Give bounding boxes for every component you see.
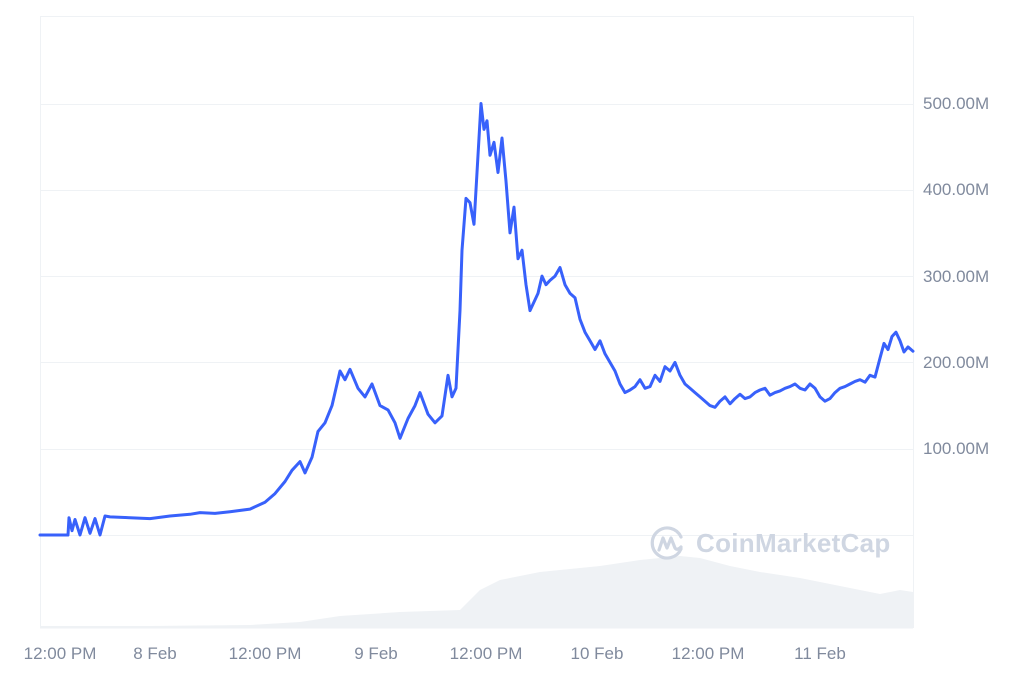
grid-lines bbox=[40, 104, 913, 536]
volume-area bbox=[40, 556, 913, 628]
x-tick-label: 12:00 PM bbox=[671, 644, 745, 663]
watermark: CoinMarketCap bbox=[648, 523, 891, 563]
x-tick-label: 11 Feb bbox=[794, 644, 846, 663]
x-tick-label: 12:00 PM bbox=[449, 644, 523, 663]
coinmarketcap-logo-icon bbox=[650, 526, 683, 560]
price-line[interactable] bbox=[38, 102, 915, 537]
x-tick-label: 10 Feb bbox=[570, 644, 624, 663]
x-tick-label: 8 Feb bbox=[133, 644, 177, 663]
x-tick-label: 9 Feb bbox=[354, 644, 398, 663]
y-tick-label: 300.00M bbox=[923, 267, 990, 286]
x-tick-label: 12:00 PM bbox=[228, 644, 302, 663]
watermark-text: CoinMarketCap bbox=[696, 527, 891, 558]
y-tick-label: 100.00M bbox=[923, 439, 990, 458]
y-tick-label: 200.00M bbox=[923, 353, 990, 372]
y-tick-label: 400.00M bbox=[923, 180, 990, 199]
y-tick-label: 500.00M bbox=[923, 94, 990, 113]
x-tick-label: 12:00 PM bbox=[23, 644, 97, 663]
